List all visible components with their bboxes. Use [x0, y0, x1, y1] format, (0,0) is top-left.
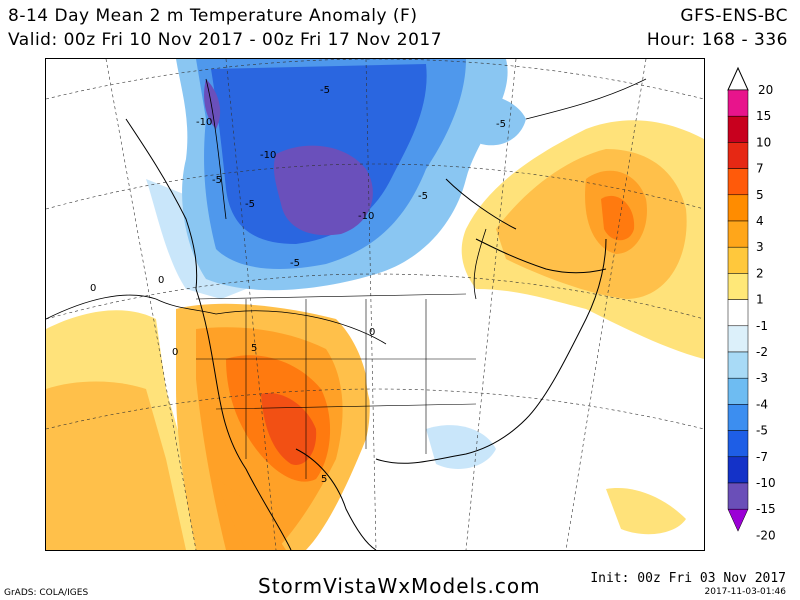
contour-label: -5 [418, 191, 428, 202]
caribbean-warm-patch [606, 488, 686, 535]
contour-label: -5 [212, 175, 222, 186]
contour-label: -10 [260, 150, 276, 161]
color-scale-cell [727, 508, 749, 532]
init-time: Init: 00z Fri 03 Nov 2017 [590, 571, 786, 586]
model-name: GFS-ENS-BC [680, 6, 788, 26]
color-scale-label: -3 [756, 371, 768, 385]
contour-label: 0 [90, 283, 96, 294]
color-scale-cell [727, 168, 749, 196]
timestamp: 2017-11-03-01:46 [704, 587, 787, 597]
contour-label: 5 [321, 474, 327, 485]
color-scale-labels: 15 10 7 5 4 3 2 1 -1 -2 -3 -4 -5 -7 -10 -15 -20 [756, 109, 776, 542]
color-scale-label: -1 [756, 319, 768, 333]
contour-label: -10 [196, 117, 212, 128]
color-scale-cell [727, 456, 749, 484]
site-name: StormVistaWxModels.com [258, 574, 541, 598]
color-scale-label: 20 [758, 83, 773, 97]
color-scale-cell [727, 246, 749, 274]
color-scale-label: 3 [756, 240, 764, 254]
anomaly-contours [46, 78, 647, 345]
grads-credit: GrADS: COLA/IGES [4, 588, 89, 598]
valid-period: Valid: 00z Fri 10 Nov 2017 - 00z Fri 17 … [8, 30, 443, 50]
color-scale-cell [727, 325, 749, 353]
color-scale-label: -10 [756, 476, 776, 490]
color-scale-cell [727, 220, 749, 248]
color-scale-legend: 20 15 10 7 5 4 3 2 1 -1 -2 -3 -4 -5 -7 -10 -15 -20 [724, 64, 794, 554]
color-scale-label: -7 [756, 450, 768, 464]
color-scale-label: 2 [756, 266, 764, 280]
color-scale-cell [727, 89, 749, 117]
northeast-hot-core [601, 195, 635, 241]
temperature-anomaly-map: -5 -5 -10 -10 -5 -5 -10 -5 -5 0 0 0 0 5 … [45, 58, 705, 551]
color-scale-label: -20 [756, 528, 776, 542]
color-scale-cell [727, 482, 749, 510]
color-scale-label: -5 [756, 424, 768, 438]
color-scale-label: -15 [756, 502, 776, 516]
color-scale-cells [727, 66, 749, 532]
political-borders [195, 293, 477, 479]
contour-label: 0 [172, 347, 178, 358]
map-title: 8-14 Day Mean 2 m Temperature Anomaly (F… [8, 6, 418, 26]
northwest-purple [204, 79, 221, 129]
color-scale-label: 5 [756, 188, 764, 202]
color-scale-cell [727, 142, 749, 169]
contour-label: -5 [290, 258, 300, 269]
color-scale-label: -2 [756, 345, 768, 359]
contour-label: 5 [251, 343, 257, 354]
color-scale-label: 7 [756, 162, 764, 176]
coastlines [125, 118, 607, 550]
mexico-warm [216, 479, 286, 550]
contour-label: -5 [496, 119, 506, 130]
contour-label: -5 [245, 199, 255, 210]
pacific-warm-core [46, 381, 186, 550]
color-scale-label: 4 [756, 214, 764, 228]
color-scale-label: -4 [756, 397, 768, 411]
contour-label: 0 [369, 327, 375, 338]
color-scale-cell [727, 430, 749, 458]
color-scale-cell [727, 273, 749, 300]
color-scale-top-arrow [727, 66, 749, 91]
contour-label: 0 [158, 275, 164, 286]
canada-purple-core [273, 145, 373, 236]
northwest-neutral [46, 59, 216, 159]
contour-label: -10 [358, 211, 374, 222]
color-scale-cell [727, 377, 749, 405]
contour-label: -5 [320, 85, 330, 96]
color-scale-cell [727, 404, 749, 431]
color-scale-label: 10 [756, 135, 771, 149]
color-scale-label: 15 [756, 109, 771, 123]
color-scale-svg: 20 15 10 7 5 4 3 2 1 -1 -2 -3 -4 -5 -7 -10 -15 -20 [727, 66, 776, 542]
color-scale-cell [727, 115, 749, 143]
map-svg: -5 -5 -10 -10 -5 -5 -10 -5 -5 0 0 0 0 5 … [46, 59, 704, 550]
contour-labels: -5 -5 -10 -10 -5 -5 -10 -5 -5 0 0 0 0 5 … [90, 85, 506, 485]
southwest-hotter-core [261, 393, 317, 465]
color-scale-label: 1 [756, 293, 764, 307]
color-scale-cell [727, 194, 749, 222]
lat-lon-grid [46, 59, 704, 550]
hudson-cold-patch [464, 95, 526, 146]
color-scale-cell [727, 299, 749, 327]
color-scale-cell [727, 351, 749, 379]
forecast-hour-range: Hour: 168 - 336 [646, 30, 788, 50]
